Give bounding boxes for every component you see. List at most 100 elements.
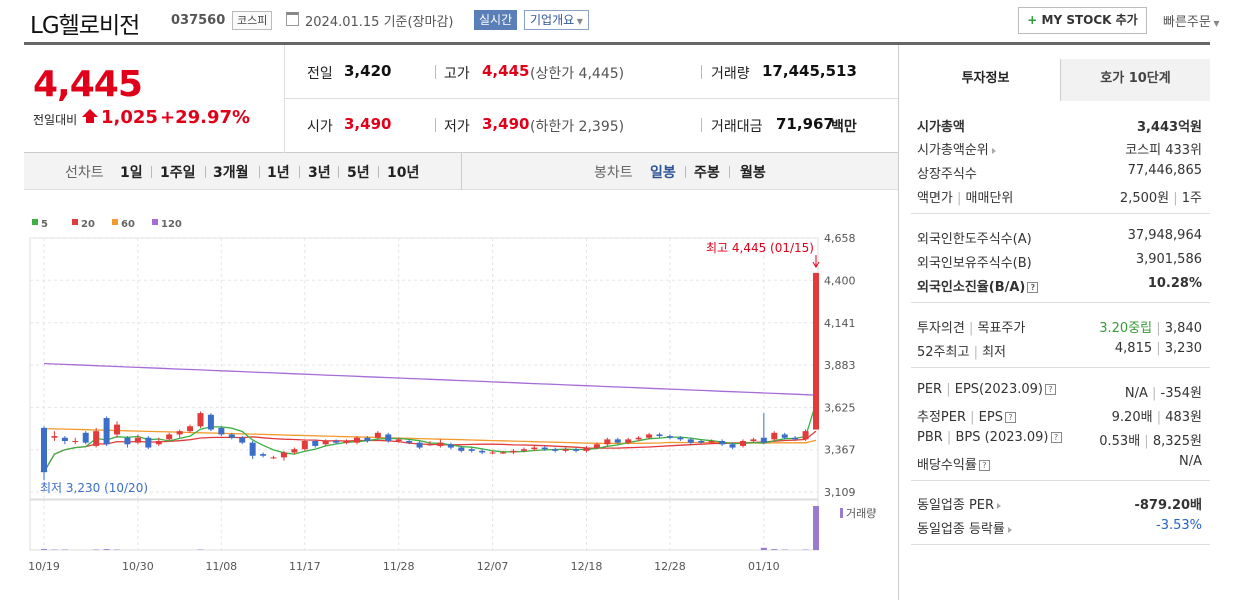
candle-body bbox=[166, 434, 173, 440]
quick-order-dropdown[interactable]: 빠른주문 ▼ bbox=[1163, 11, 1220, 30]
market-cap-label: 시가총액 bbox=[917, 120, 965, 135]
tab-quote-10[interactable]: 호가 10단계 bbox=[1061, 59, 1210, 101]
y-tick-label: 4,400 bbox=[824, 274, 856, 287]
candle-body bbox=[489, 452, 496, 454]
prev-close-value: 3,420 bbox=[344, 62, 392, 80]
y-tick-label: 4,141 bbox=[824, 317, 856, 330]
candle-body bbox=[322, 441, 329, 445]
period-tab-1w[interactable]: 1주일 bbox=[160, 165, 196, 181]
candle-body bbox=[280, 452, 287, 458]
candle-tab-weekly[interactable]: 주봉 bbox=[694, 165, 720, 181]
candle-body bbox=[385, 434, 392, 442]
candle-body bbox=[625, 439, 632, 443]
y-tick-label: 3,625 bbox=[824, 401, 856, 414]
period-tab-10y[interactable]: 10년 bbox=[387, 165, 420, 181]
up-arrow-stem bbox=[86, 117, 94, 123]
market-cap-rank-value: 코스피 433위 bbox=[1125, 143, 1202, 158]
week52-label: 52주최고 | 최저 bbox=[917, 345, 1007, 360]
ma-line-20 bbox=[43, 430, 817, 473]
market-cap-rank[interactable]: 시가총액순위 bbox=[917, 139, 996, 158]
est-per-eps-value: 9.20배 | 483원 bbox=[1111, 410, 1202, 425]
industry-per[interactable]: 동일업종 PER bbox=[917, 494, 1002, 513]
par-unit-label: 액면가 | 매매단위 bbox=[917, 191, 1014, 206]
target-value: 3,840 bbox=[1164, 321, 1202, 336]
est-eps-label: EPS bbox=[978, 410, 1003, 425]
candle-body bbox=[510, 450, 517, 453]
par-value: 2,500원 bbox=[1119, 191, 1170, 206]
divider bbox=[911, 544, 1210, 545]
legend-label-120: 120 bbox=[161, 219, 182, 230]
help-icon[interactable]: ? bbox=[978, 460, 990, 471]
period-tab-3m[interactable]: 3개월 bbox=[213, 165, 249, 181]
week52-high-value: 4,815 bbox=[1114, 341, 1153, 356]
line-chart-label: 선차트 bbox=[65, 165, 104, 181]
volume-value: 17,445,513 bbox=[762, 62, 857, 80]
candle-body bbox=[656, 434, 663, 437]
period-tab-5y[interactable]: 5년 bbox=[347, 165, 370, 181]
candle-body bbox=[719, 441, 726, 445]
upper-limit: (상한가 4,445) bbox=[530, 66, 625, 82]
candle-body bbox=[750, 439, 757, 442]
candle-tab-daily[interactable]: 일봉 bbox=[650, 165, 676, 181]
help-icon[interactable]: ? bbox=[1050, 432, 1062, 443]
down-arrow-icon bbox=[812, 261, 820, 268]
candle-body bbox=[395, 439, 402, 442]
dividend-label: 배당수익률? bbox=[917, 454, 990, 473]
period-tab-3y[interactable]: 3년 bbox=[308, 165, 331, 181]
par-unit-value: 2,500원 | 1주 bbox=[1119, 191, 1202, 206]
realtime-button[interactable]: 실시간 bbox=[474, 10, 518, 30]
stock-code: 037560 bbox=[171, 13, 226, 28]
company-overview-dropdown[interactable]: 기업개요 ▼ bbox=[524, 10, 589, 30]
price-chart[interactable]: 5 20 60 120 4,658 4,400 4,141 3,883 3,625 3,367 3,… bbox=[24, 200, 898, 600]
open-value: 3,490 bbox=[344, 115, 392, 133]
chevron-down-icon: ▼ bbox=[1210, 19, 1220, 28]
legend-label-20: 20 bbox=[81, 219, 95, 230]
period-tab-1y[interactable]: 1년 bbox=[267, 165, 290, 181]
candle-body bbox=[228, 434, 235, 438]
up-arrow-icon bbox=[82, 109, 98, 117]
candle-body bbox=[124, 437, 131, 445]
candle-body bbox=[458, 447, 465, 451]
candle-body bbox=[176, 431, 183, 435]
divider bbox=[911, 367, 1210, 368]
candle-body bbox=[218, 427, 225, 435]
candle-body bbox=[82, 432, 89, 443]
candle-body bbox=[500, 452, 507, 454]
amount-unit: 백만 bbox=[831, 119, 857, 135]
period-tab-1d[interactable]: 1일 bbox=[120, 165, 143, 181]
legend-label-5: 5 bbox=[41, 219, 48, 230]
chevron-down-icon: ▼ bbox=[574, 17, 583, 26]
tab-investment-info[interactable]: 투자정보 bbox=[911, 59, 1061, 101]
candle-body bbox=[583, 447, 590, 451]
ma-line-120 bbox=[43, 362, 817, 396]
candle-body bbox=[552, 449, 559, 451]
y-tick-label: 3,367 bbox=[824, 444, 856, 457]
candle-body bbox=[145, 437, 152, 448]
candle-body bbox=[260, 454, 267, 456]
help-icon[interactable]: ? bbox=[1044, 384, 1056, 395]
opinion-value: 3.20중립 bbox=[1099, 321, 1153, 336]
candle-body bbox=[72, 441, 79, 443]
pbr-value: 0.53배 bbox=[1099, 434, 1141, 449]
help-icon[interactable]: ? bbox=[1027, 282, 1039, 293]
candle-tab-monthly[interactable]: 월봉 bbox=[740, 165, 766, 181]
market-badge: 코스피 bbox=[232, 11, 273, 30]
est-eps-value: 483원 bbox=[1165, 410, 1202, 425]
chevron-right-icon bbox=[997, 502, 1002, 509]
add-mystock-label: MY STOCK 추가 bbox=[1041, 13, 1138, 27]
foreign-ratio-value: 10.28% bbox=[1147, 276, 1202, 291]
bps-label: BPS (2023.09) bbox=[955, 430, 1049, 445]
divider bbox=[284, 45, 285, 153]
candle-body bbox=[677, 437, 684, 440]
pbr-bps-label: PBR | BPS (2023.09)? bbox=[917, 430, 1062, 445]
candle-body bbox=[666, 436, 673, 438]
compare-label: 전일대비 bbox=[33, 113, 78, 127]
candle-body bbox=[301, 441, 308, 450]
divider bbox=[461, 153, 462, 190]
add-mystock-button[interactable]: + MY STOCK 추가 bbox=[1018, 7, 1147, 34]
help-icon[interactable]: ? bbox=[1004, 412, 1016, 423]
industry-per-value: -879.20배 bbox=[1134, 498, 1202, 513]
high-value: 4,445 bbox=[482, 62, 530, 80]
x-tick-label: 11/17 bbox=[289, 560, 321, 573]
industry-rate[interactable]: 동일업종 등락률 bbox=[917, 518, 1012, 537]
